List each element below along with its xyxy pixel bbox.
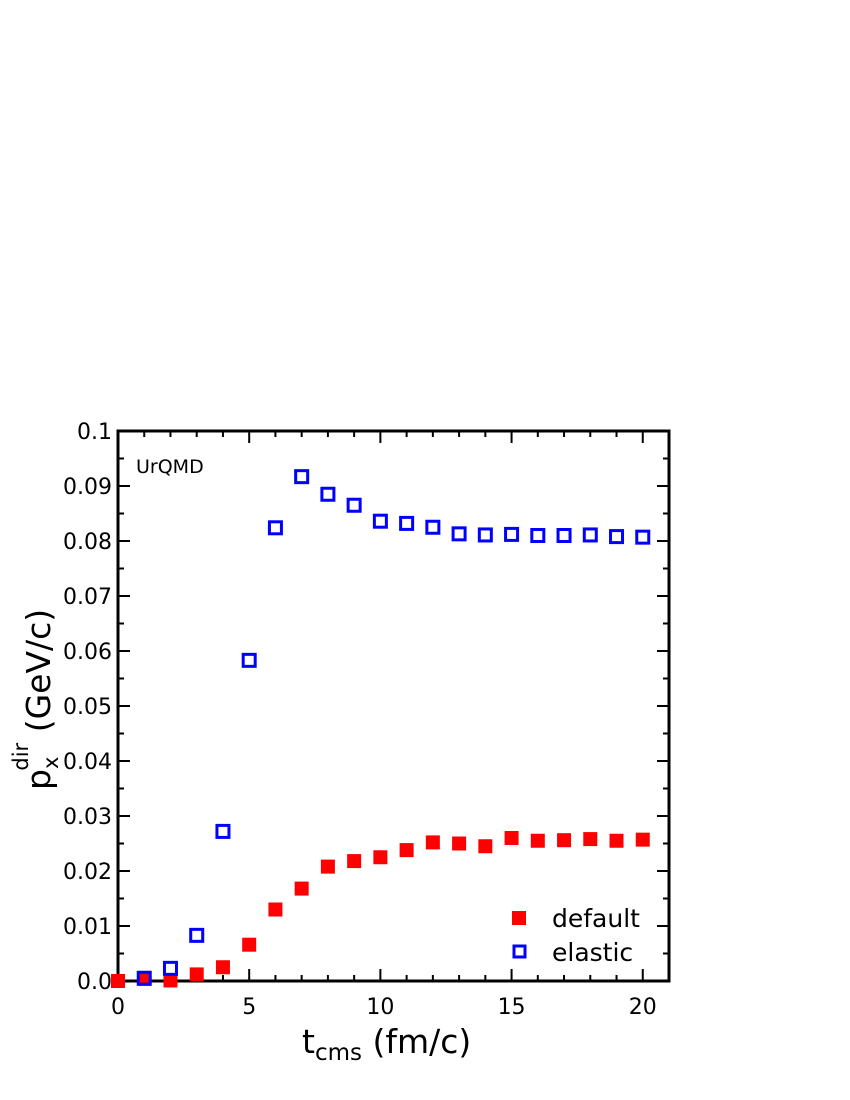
x-axis-title-subscript: cms xyxy=(315,1040,362,1066)
y-tick-label: 0.04 xyxy=(63,750,112,775)
marker-elastic xyxy=(477,527,493,543)
legend-label-elastic: elastic xyxy=(552,938,633,967)
marker-elastic xyxy=(372,513,388,529)
marker-default xyxy=(373,850,388,865)
marker-elastic xyxy=(504,526,520,542)
marker-elastic xyxy=(320,486,336,502)
marker-elastic xyxy=(425,519,441,535)
data-markers xyxy=(111,469,651,988)
marker-elastic xyxy=(346,497,362,513)
marker-default xyxy=(530,833,545,848)
y-tick-label: 0.01 xyxy=(63,915,112,940)
marker-elastic xyxy=(399,515,415,531)
marker-default xyxy=(452,836,467,851)
y-axis-title-superscript: dir xyxy=(9,742,33,770)
y-tick-label: 0.07 xyxy=(63,585,112,610)
marker-elastic xyxy=(215,823,231,839)
y-tick-label: 0.05 xyxy=(63,695,112,720)
x-axis-title-rest: (fm/c) xyxy=(362,1022,471,1061)
tick-labels: 0 5 10 15 20 0.0 0.01 0.02 0.03 0.04 0.05 0.06 0.07 0… xyxy=(63,420,657,1020)
marker-elastic xyxy=(136,970,152,986)
axis-ticks xyxy=(117,430,670,982)
y-axis-title-subscript: x xyxy=(39,757,63,769)
marker-default xyxy=(294,881,309,896)
marker-default xyxy=(163,973,178,988)
marker-default xyxy=(111,974,125,988)
marker-default xyxy=(557,833,572,848)
x-tick-label: 15 xyxy=(498,995,526,1020)
marker-default xyxy=(583,832,598,847)
marker-elastic xyxy=(267,520,283,536)
y-axis-title: pxdir (GeV/c) xyxy=(9,609,63,790)
marker-default xyxy=(609,833,624,848)
marker-elastic xyxy=(609,529,625,545)
legend: default elastic xyxy=(512,904,640,967)
marker-elastic xyxy=(451,526,467,542)
marker-default xyxy=(504,831,519,845)
y-tick-label: 0.09 xyxy=(63,475,112,500)
legend-marker-default xyxy=(512,911,526,925)
x-tick-label: 0 xyxy=(111,995,125,1020)
legend-label-default: default xyxy=(552,904,640,933)
marker-elastic xyxy=(162,960,178,976)
marker-default xyxy=(137,971,152,986)
marker-elastic xyxy=(635,529,651,545)
y-tick-label: 0.1 xyxy=(77,420,112,445)
annotation-label: UrQMD xyxy=(136,456,204,478)
y-tick-label: 0.08 xyxy=(63,530,112,555)
marker-default xyxy=(320,859,335,874)
marker-default xyxy=(399,843,414,858)
marker-default xyxy=(215,960,230,975)
y-axis-title-group: pxdir (GeV/c) xyxy=(9,609,63,790)
marker-default xyxy=(242,937,257,952)
plot-frame xyxy=(116,429,671,983)
x-tick-label: 20 xyxy=(629,995,657,1020)
y-tick-label: 0.06 xyxy=(63,640,112,665)
y-tick-label: 0.03 xyxy=(63,805,112,830)
marker-default xyxy=(268,902,283,917)
marker-default xyxy=(478,839,493,854)
x-tick-label: 5 xyxy=(242,995,256,1020)
x-tick-label: 10 xyxy=(366,995,394,1020)
marker-default xyxy=(635,832,650,847)
marker-elastic xyxy=(530,528,546,543)
x-axis-title-main: t xyxy=(302,1022,315,1061)
y-axis-title-rest: (GeV/c) xyxy=(19,609,58,743)
marker-default xyxy=(347,854,362,869)
marker-elastic xyxy=(241,652,257,668)
marker-elastic xyxy=(189,927,205,943)
marker-elastic xyxy=(294,469,310,485)
x-axis-title: tcms (fm/c) xyxy=(302,1022,471,1066)
y-tick-label: 0.0 xyxy=(77,970,112,995)
marker-elastic xyxy=(556,528,572,543)
y-tick-label: 0.02 xyxy=(63,860,112,885)
marker-default xyxy=(189,967,204,982)
y-axis-title-main: p xyxy=(19,769,58,790)
marker-default xyxy=(425,835,440,850)
legend-marker-elastic xyxy=(512,944,527,959)
marker-elastic xyxy=(582,527,598,543)
